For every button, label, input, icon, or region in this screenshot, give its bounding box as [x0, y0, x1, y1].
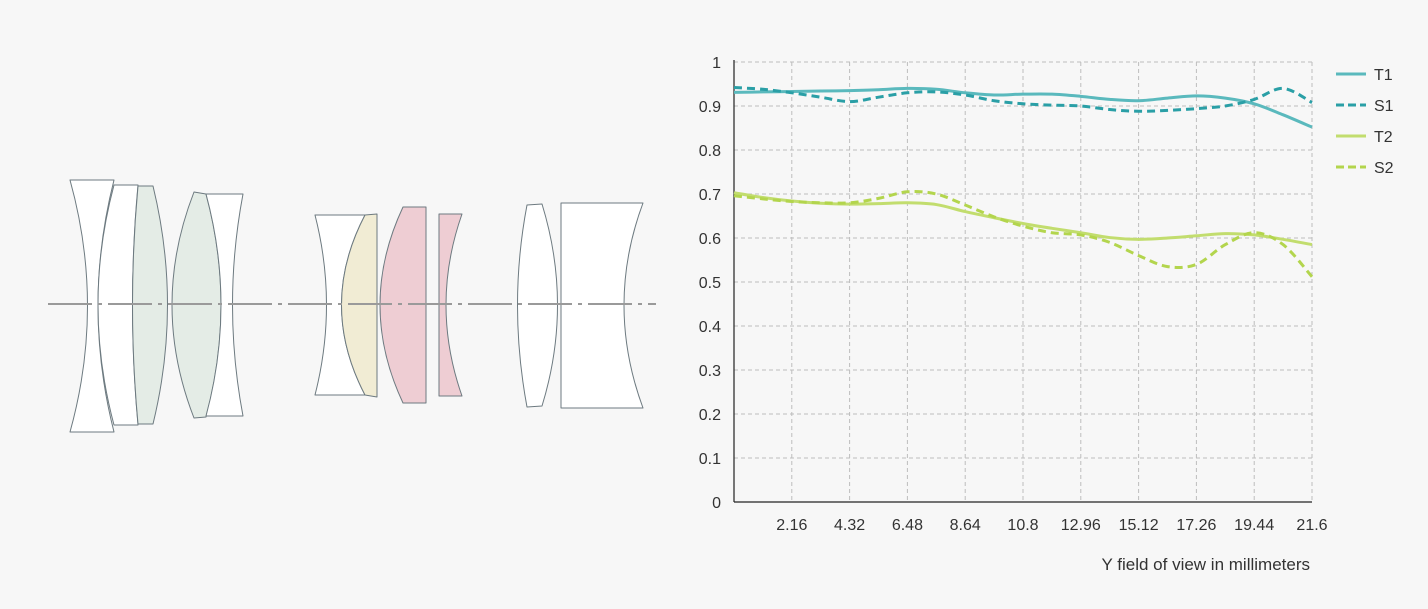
y-tick-label: 0.4 [699, 319, 721, 336]
chart-legend: T1 S1 T2 S2 [1336, 67, 1394, 177]
lens-element-11 [560, 202, 644, 409]
legend-label-t2: T2 [1374, 129, 1393, 146]
lens-element-9 [438, 213, 463, 397]
chart-series [733, 86, 1314, 278]
legend-label-t1: T1 [1374, 67, 1393, 84]
lens-group-middle [314, 206, 463, 404]
x-axis-ticks: 2.16 4.32 6.48 8.64 10.8 12.96 15.12 17.26 19.44… [776, 517, 1327, 534]
y-tick-label: 0.5 [699, 275, 721, 292]
x-tick-label: 17.26 [1176, 517, 1216, 534]
x-axis-label: Y field of view in millimeters [1102, 555, 1310, 574]
chart-axes [733, 60, 1312, 503]
lens-diagram [48, 179, 656, 433]
y-tick-label: 0.9 [699, 99, 721, 116]
y-tick-label: 1 [712, 55, 721, 72]
y-tick-label: 0.8 [699, 143, 721, 160]
lens-group-front [69, 179, 244, 433]
x-tick-label: 19.44 [1234, 517, 1274, 534]
y-tick-label: 0.6 [699, 231, 721, 248]
lens-group-rear [517, 202, 644, 409]
legend-label-s2: S2 [1374, 160, 1394, 177]
series-line-s1 [733, 86, 1313, 113]
y-axis-ticks: 0 0.1 0.2 0.3 0.4 0.5 0.6 0.7 0.8 0.9 1 [699, 55, 721, 512]
x-tick-label: 6.48 [892, 517, 923, 534]
mtf-chart: 0 0.1 0.2 0.3 0.4 0.5 0.6 0.7 0.8 0.9 1 2.16 4.32 6.… [699, 55, 1394, 574]
lens-element-8 [379, 206, 427, 404]
x-tick-label: 12.96 [1061, 517, 1101, 534]
x-tick-label: 21.6 [1296, 517, 1327, 534]
lens-element-10 [517, 203, 558, 408]
y-tick-label: 0.1 [699, 451, 721, 468]
lens-element-5 [205, 193, 244, 417]
series-line-s2 [733, 190, 1314, 278]
x-tick-label: 15.12 [1119, 517, 1159, 534]
series-line-t1 [733, 86, 1313, 129]
lens-element-7 [341, 213, 378, 398]
y-tick-label: 0 [712, 495, 721, 512]
legend-label-s1: S1 [1374, 98, 1394, 115]
x-tick-label: 10.8 [1007, 517, 1038, 534]
chart-grid [734, 61, 1313, 502]
x-tick-label: 8.64 [950, 517, 981, 534]
y-tick-label: 0.7 [699, 187, 721, 204]
y-tick-label: 0.3 [699, 363, 721, 380]
x-tick-label: 2.16 [776, 517, 807, 534]
x-tick-label: 4.32 [834, 517, 865, 534]
y-tick-label: 0.2 [699, 407, 721, 424]
